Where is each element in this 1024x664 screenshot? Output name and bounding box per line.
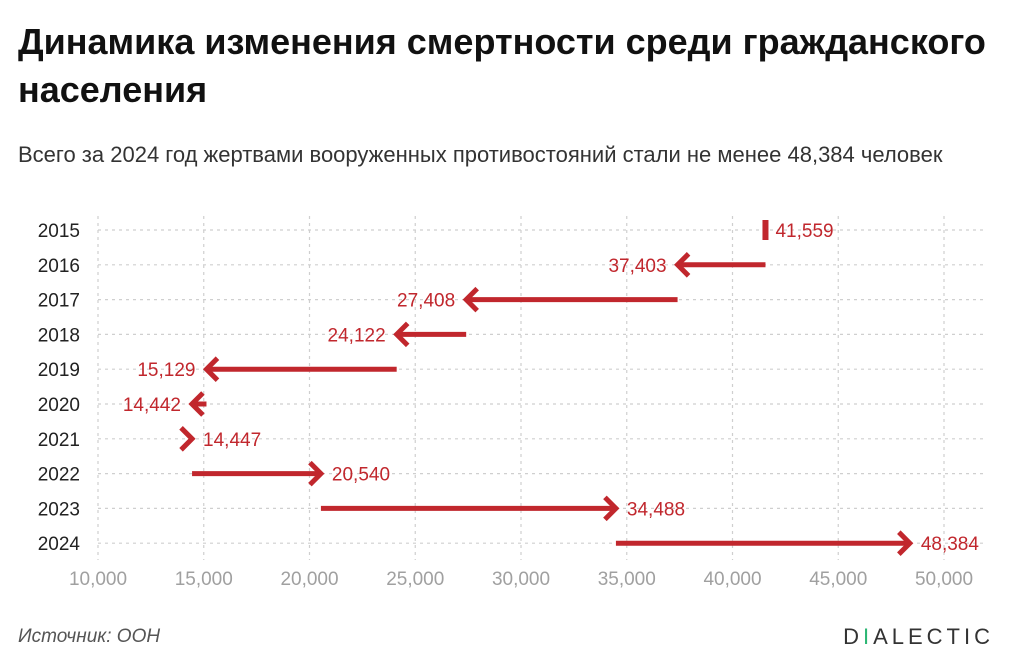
y-tick-label: 2018: [38, 325, 80, 346]
arrow-head: [897, 530, 914, 556]
y-tick-label: 2021: [38, 430, 80, 451]
chart-title: Динамика изменения смертности среди граж…: [18, 21, 986, 110]
value-label: 48,384: [921, 534, 980, 555]
brand-logo: DIALECTIC: [843, 624, 994, 650]
arrow-head: [393, 321, 410, 348]
x-tick-label: 10,000: [69, 569, 127, 590]
arrow-head: [308, 460, 325, 487]
x-tick-label: 25,000: [386, 569, 444, 590]
chart-subtitle: Всего за 2024 год жертвами вооруженных п…: [18, 142, 943, 167]
y-tick-label: 2017: [38, 291, 80, 312]
brand-letter-d: D: [843, 624, 863, 649]
source-note: Источник: ООН: [18, 626, 161, 647]
y-tick-label: 2024: [38, 534, 81, 555]
value-label: 37,403: [608, 256, 666, 277]
value-label: 41,559: [775, 221, 833, 242]
x-tick-label: 20,000: [280, 569, 338, 590]
arrow-head: [188, 391, 205, 417]
x-tick-label: 30,000: [492, 569, 550, 590]
x-tick-label: 15,000: [175, 569, 233, 590]
brand-letters-rest: ALECTIC: [873, 624, 994, 649]
value-label: 14,447: [203, 430, 261, 451]
value-label: 15,129: [137, 360, 195, 381]
x-tick-label: 50,000: [915, 569, 973, 590]
value-label: 14,442: [123, 395, 181, 416]
arrow-head: [179, 426, 196, 452]
arrow-head: [603, 495, 620, 522]
y-tick-label: 2023: [38, 499, 80, 520]
x-tick-label: 40,000: [703, 569, 761, 590]
x-tick-label: 45,000: [809, 569, 867, 590]
value-label: 24,122: [328, 325, 386, 346]
arrow-head: [674, 252, 691, 278]
x-tick-label: 35,000: [598, 569, 656, 590]
value-label: 27,408: [397, 291, 455, 312]
y-tick-label: 2016: [38, 256, 80, 277]
y-tick-label: 2022: [38, 465, 80, 486]
value-label: 34,488: [627, 499, 685, 520]
arrow-chart: 10,000 15,000 20,000 25,000 30,000 35,000 40,0…: [38, 216, 984, 590]
y-tick-label: 2015: [38, 221, 80, 242]
arrow-head: [462, 286, 479, 313]
value-label: 20,540: [332, 465, 390, 486]
arrow-head: [202, 356, 220, 382]
y-tick-label: 2019: [38, 360, 80, 381]
y-tick-label: 2020: [38, 395, 80, 416]
brand-letter-accent: I: [862, 624, 874, 649]
